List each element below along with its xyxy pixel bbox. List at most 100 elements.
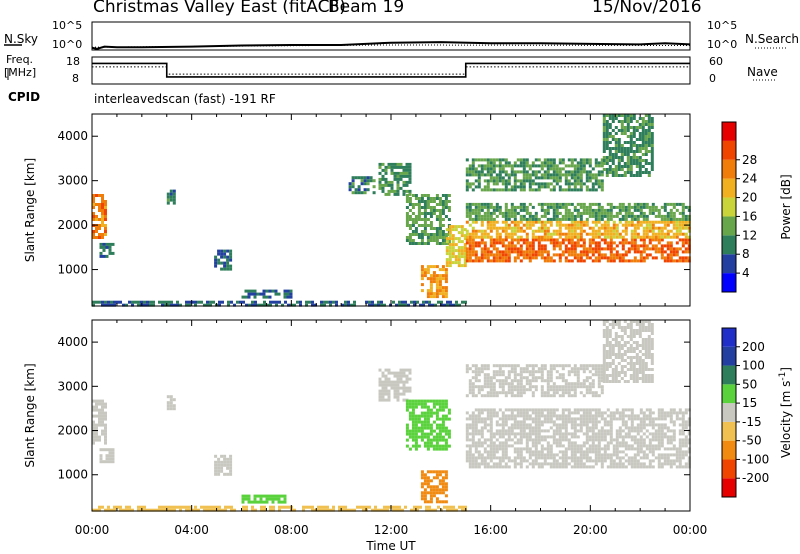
heatmap-cell [92,420,95,424]
heatmap-cell [220,267,224,271]
heatmap-cell [630,244,634,248]
heatmap-cell [552,441,556,445]
heatmap-cell [669,429,673,433]
heatmap-cell [585,247,589,251]
heatmap-cell [564,417,568,421]
heatmap-cell [642,456,646,460]
heatmap-cell [534,432,538,436]
heatmap-cell [546,391,550,395]
heatmap-cell [423,482,427,486]
heatmap-cell [495,438,499,442]
heatmap-cell [615,462,619,466]
heatmap-cell [465,411,469,415]
heatmap-cell [501,226,505,230]
heatmap-cell [393,395,397,399]
heatmap-cell [537,367,541,371]
heatmap-cell [441,289,445,293]
heatmap-cell [657,247,661,251]
heatmap-cell [543,232,547,236]
heatmap-cell [448,261,452,265]
heatmap-cell [438,221,442,224]
heatmap-cell [220,454,224,458]
heatmap-cell [543,214,547,218]
heatmap-cell [480,173,484,177]
heatmap-cell [262,295,266,299]
heatmap-cell [611,368,615,371]
heatmap-cell [314,303,317,307]
heatmap-cell [641,159,645,162]
heatmap-cell [393,383,397,387]
heatmap-cell [549,167,553,171]
heatmap-cell [570,447,574,451]
heatmap-cell [558,465,562,469]
heatmap-cell [660,438,664,442]
heatmap-cell [465,259,469,263]
heatmap-cell [528,447,532,451]
heatmap-cell [626,126,630,129]
heatmap-cell [101,300,104,304]
heatmap-cell [576,176,580,180]
heatmap-cell [402,183,406,187]
heatmap-cell [647,374,651,377]
heatmap-cell [396,386,400,390]
heatmap-cell [614,114,618,117]
heatmap-cell [681,456,685,460]
heatmap-cell [423,209,427,212]
heatmap-cell [507,429,511,433]
heatmap-cell [672,429,676,433]
heatmap-cell [576,220,580,224]
heatmap-cell [402,398,406,402]
heatmap-cell [477,205,481,209]
heatmap-cell [525,217,529,221]
heatmap-cell [602,329,606,332]
cpid-label: CPID [8,90,41,104]
heatmap-cell [588,161,592,165]
heatmap-cell [645,223,649,227]
heatmap-cell [220,463,224,467]
heatmap-cell [483,205,487,209]
heatmap-cell [396,165,400,169]
heatmap-cell [510,411,514,415]
heatmap-cell [229,457,233,461]
heatmap-cell [617,344,621,347]
heatmap-cell [425,505,428,509]
heatmap-cell [552,188,556,192]
heatmap-cell [605,365,609,368]
heatmap-cell [621,256,625,260]
heatmap-cell [480,426,484,430]
heatmap-cell [636,423,640,427]
heatmap-cell [620,159,624,162]
heatmap-cell [111,242,115,246]
heatmap-cell [441,236,445,239]
heatmap-cell [522,176,526,180]
heatmap-cell [432,206,436,209]
heatmap-cell [579,447,583,451]
heatmap-cell [675,241,679,245]
heatmap-cell [672,226,676,230]
heatmap-cell [620,356,624,359]
heatmap-cell [594,259,598,263]
heatmap-cell [188,300,191,304]
heatmap-cell [669,247,673,251]
heatmap-cell [504,214,508,218]
heatmap-cell [540,370,544,374]
heatmap-cell [594,367,598,371]
heatmap-cell [420,402,424,406]
heatmap-cell [504,414,508,418]
heatmap-cell [650,162,654,165]
heatmap-cell [632,332,636,335]
heatmap-cell [492,211,496,215]
heatmap-cell [681,423,685,427]
heatmap-cell [483,382,487,386]
heatmap-cell [638,156,642,159]
heatmap-cell [573,170,577,174]
heatmap-cell [435,236,439,239]
heatmap-cell [471,208,475,212]
heatmap-cell [588,411,592,415]
heatmap-cell [519,465,523,469]
heatmap-cell [644,353,648,356]
heatmap-cell [626,135,630,138]
heatmap-cell [582,259,586,263]
heatmap-cell [92,203,95,206]
heatmap-cell [614,332,618,335]
